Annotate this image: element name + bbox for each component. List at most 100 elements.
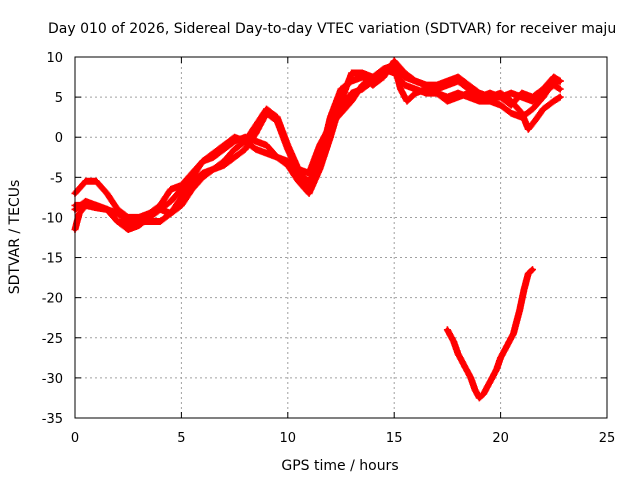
data-point	[532, 118, 537, 124]
data-point	[328, 114, 333, 120]
data-point	[349, 78, 354, 84]
data-point	[509, 102, 514, 108]
y-tick-label: -25	[42, 332, 63, 347]
data-point	[264, 106, 269, 112]
y-axis-label: SDTVAR / TECUs	[7, 180, 23, 295]
data-point	[455, 94, 461, 100]
data-point	[349, 90, 354, 96]
data-point	[509, 110, 514, 116]
data-point	[104, 191, 110, 196]
data-point	[423, 90, 429, 96]
data-point	[557, 94, 563, 100]
data-point	[253, 147, 259, 152]
data-point	[221, 163, 227, 168]
data-point	[487, 90, 493, 96]
data-point	[526, 127, 531, 132]
data-point	[115, 219, 120, 224]
plot-frame	[74, 56, 608, 419]
x-tick-label: 15	[386, 431, 403, 446]
data-point	[402, 82, 408, 88]
data-point	[557, 86, 563, 92]
data-point	[413, 86, 418, 92]
data-point	[168, 199, 173, 204]
y-tick-label: -30	[42, 372, 63, 387]
data-point	[179, 195, 184, 200]
data-point	[392, 58, 397, 64]
data-point	[494, 367, 499, 373]
data-point	[517, 307, 522, 312]
data-point	[285, 159, 290, 164]
y-tick-label: -35	[42, 412, 63, 427]
data-point	[540, 86, 546, 92]
data-point	[147, 219, 152, 224]
data-point	[274, 155, 280, 160]
data-point	[243, 147, 248, 152]
data-point	[413, 78, 418, 84]
data-point	[285, 147, 290, 152]
y-tick-label: -5	[50, 171, 63, 186]
data-point	[402, 70, 408, 76]
data-point	[317, 159, 322, 164]
data-point	[498, 355, 503, 361]
data-point	[157, 219, 163, 224]
data-point	[472, 387, 478, 393]
data-point	[253, 131, 259, 136]
data-point	[551, 74, 556, 80]
data-point	[115, 211, 120, 216]
data-point	[147, 211, 152, 216]
data-point	[157, 207, 163, 212]
data-point	[434, 86, 439, 92]
data-point	[264, 143, 269, 148]
data-point	[83, 203, 88, 208]
data-point	[498, 102, 503, 108]
data-point	[306, 187, 312, 192]
data-point	[338, 86, 344, 92]
data-point	[445, 327, 450, 332]
data-point	[509, 90, 514, 96]
data-point	[211, 151, 216, 156]
data-point	[487, 379, 493, 385]
data-point	[530, 267, 535, 272]
data-point	[243, 139, 248, 144]
data-point	[338, 106, 344, 112]
data-point	[451, 339, 456, 344]
data-point	[94, 179, 99, 184]
data-point	[423, 82, 429, 88]
data-point	[381, 74, 386, 80]
data-point	[557, 78, 563, 84]
y-tick-label: 10	[46, 51, 63, 66]
data-point	[481, 391, 486, 397]
data-point	[94, 203, 99, 208]
data-point	[404, 98, 410, 104]
data-point	[232, 135, 237, 140]
data-point	[504, 343, 510, 348]
data-point	[455, 78, 461, 84]
data-point	[445, 98, 450, 104]
data-point	[232, 155, 237, 160]
data-point	[77, 211, 82, 216]
y-tick-label: -15	[42, 252, 63, 267]
data-point	[511, 331, 516, 336]
data-point	[349, 70, 354, 76]
data-point	[498, 94, 503, 100]
data-point	[232, 147, 237, 152]
data-point	[360, 74, 365, 80]
data-point	[211, 167, 216, 172]
data-point	[83, 179, 88, 184]
data-point	[296, 175, 301, 180]
y-tick-label: -20	[42, 292, 63, 307]
data-point	[168, 187, 173, 192]
x-tick-labels: 0 5 10 15 20 25	[71, 431, 615, 446]
data-point	[200, 171, 205, 176]
data-point	[360, 86, 365, 92]
x-tick-label: 10	[280, 431, 297, 446]
data-point	[168, 211, 173, 216]
data-point	[264, 151, 269, 156]
data-point	[519, 110, 525, 116]
data-point	[477, 395, 482, 401]
chart-title: Day 010 of 2026, Sidereal Day-to-day VTE…	[48, 21, 616, 37]
data-point	[530, 94, 535, 100]
data-point	[540, 106, 546, 112]
